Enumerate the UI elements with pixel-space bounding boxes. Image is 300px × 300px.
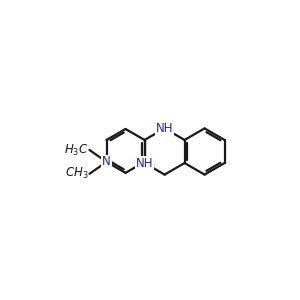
Text: $CH_3$: $CH_3$ <box>65 166 88 182</box>
Text: NH: NH <box>136 157 153 169</box>
Text: NH: NH <box>156 122 173 135</box>
Text: $H_3C$: $H_3C$ <box>64 142 88 158</box>
Text: N: N <box>102 155 111 168</box>
